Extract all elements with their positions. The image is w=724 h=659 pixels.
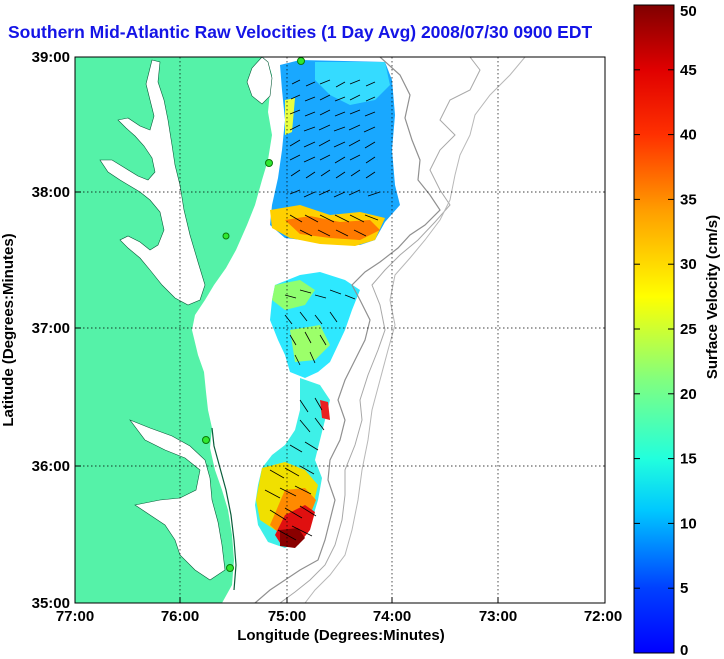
colorbar-tick-label: 25 bbox=[680, 321, 697, 338]
velocity-field-coast-red bbox=[320, 400, 330, 420]
x-axis-title: Longitude (Degrees:Minutes) bbox=[237, 627, 445, 644]
delaware-bay bbox=[246, 57, 273, 105]
colorbar-tick-label: 50 bbox=[680, 3, 697, 20]
colorbar-tick-label: 40 bbox=[680, 127, 697, 144]
lon-tick-label: 74:00 bbox=[373, 608, 411, 625]
velocity-field-north-yellowstrip bbox=[285, 98, 295, 135]
lon-tick-label: 77:00 bbox=[56, 608, 94, 625]
bathymetry-contour-1 bbox=[254, 57, 441, 603]
bathymetry-contour-3 bbox=[304, 57, 526, 603]
colorbar-label: Surface Velocity (cm/s) bbox=[704, 215, 721, 379]
lon-tick-label: 76:00 bbox=[161, 608, 199, 625]
colorbar bbox=[633, 4, 675, 654]
tick-marks bbox=[75, 191, 499, 603]
velocity-field-north bbox=[270, 60, 400, 245]
barrier-islands bbox=[211, 427, 237, 591]
bathymetry-contour-2 bbox=[279, 57, 481, 603]
colorbar-tick-label: 5 bbox=[680, 580, 688, 597]
lon-tick-label: 72:00 bbox=[584, 608, 622, 625]
velocity-arrows bbox=[264, 79, 381, 541]
radar-stations bbox=[202, 57, 305, 572]
colorbar-tick-label: 35 bbox=[680, 191, 697, 208]
colorbar-tick-label: 30 bbox=[680, 256, 697, 273]
velocity-field-middle-green bbox=[272, 280, 315, 310]
colorbar-tick-label: 15 bbox=[680, 451, 697, 468]
lon-tick-label: 73:00 bbox=[479, 608, 517, 625]
colorbar-tick-label: 45 bbox=[680, 62, 697, 79]
land-mass bbox=[75, 57, 272, 603]
colorbar-tick-label: 0 bbox=[680, 642, 688, 659]
colorbar-ticks: 0 5 10 15 20 25 30 35 40 45 50 bbox=[634, 3, 697, 659]
chesapeake-bay bbox=[99, 59, 206, 306]
colorbar-tick-label: 20 bbox=[680, 386, 697, 403]
lat-tick-label: 37:00 bbox=[32, 320, 70, 337]
velocity-field-north-light bbox=[315, 62, 390, 105]
map-grid bbox=[75, 57, 605, 603]
velocity-field-middle-green2 bbox=[290, 325, 330, 362]
lat-tick-label: 39:00 bbox=[32, 49, 70, 66]
lat-tick-label: 36:00 bbox=[32, 458, 70, 475]
plot-frame bbox=[74, 56, 606, 604]
pamlico-sound bbox=[129, 419, 226, 581]
colorbar-tick-label: 10 bbox=[680, 515, 697, 532]
lon-tick-label: 75:00 bbox=[268, 608, 306, 625]
y-axis-title: Latitude (Degrees:Minutes) bbox=[0, 233, 17, 426]
lat-tick-label: 35:00 bbox=[32, 595, 70, 612]
map-title: Southern Mid-Atlantic Raw Velocities (1 … bbox=[8, 22, 593, 42]
lat-tick-label: 38:00 bbox=[32, 184, 70, 201]
